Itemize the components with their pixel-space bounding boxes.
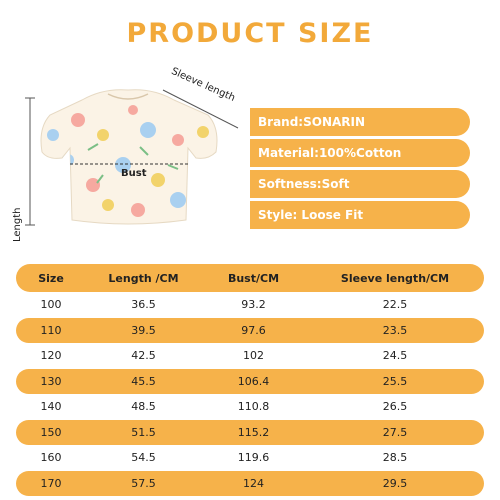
garment-diagram: Length Sleeve length Bust xyxy=(8,60,248,243)
cell-sleeve-length: 23.5 xyxy=(382,323,408,337)
cell-length: 51.5 xyxy=(131,425,156,439)
cell-bust: 110.8 xyxy=(237,400,270,414)
cell-sleeve-length: 28.5 xyxy=(382,451,408,465)
cell-sleeve-length: 26.5 xyxy=(382,400,408,414)
table-row: 140 48.5 110.8 26.5 xyxy=(16,394,484,420)
cell-size: 110 xyxy=(40,323,62,337)
page-title: PRODUCT SIZE xyxy=(126,18,374,49)
cell-bust: 102 xyxy=(243,349,264,363)
table-row: 100 36.5 93.2 22.5 xyxy=(16,292,484,318)
product-info-panel: Brand:SONARIN Material:100%Cotton Softne… xyxy=(250,108,470,232)
cell-sleeve-length: 27.5 xyxy=(382,425,408,439)
cell-bust: 97.6 xyxy=(241,323,266,337)
bust-label: Bust xyxy=(121,168,147,179)
garment-illustration-icon xyxy=(25,89,239,226)
header-length: Length /CM xyxy=(108,271,179,285)
cell-bust: 115.2 xyxy=(237,425,270,439)
cell-length: 48.5 xyxy=(131,400,156,414)
cell-length: 45.5 xyxy=(131,374,156,388)
cell-bust: 106.4 xyxy=(237,374,270,388)
cell-sleeve-length: 22.5 xyxy=(382,298,408,312)
cell-size: 170 xyxy=(40,476,62,490)
cell-size: 130 xyxy=(40,374,62,388)
cell-sleeve-length: 24.5 xyxy=(382,349,408,363)
info-material: Material:100%Cotton xyxy=(250,139,470,167)
cell-sleeve-length: 29.5 xyxy=(382,476,408,490)
length-label: Length xyxy=(12,207,23,243)
cell-length: 39.5 xyxy=(131,323,156,337)
table-header-row: Size Length /CM Bust/CM Sleeve length/CM xyxy=(16,264,484,292)
cell-length: 57.5 xyxy=(131,476,156,490)
cell-bust: 124 xyxy=(243,476,264,490)
table-row: 170 57.5 124 29.5 xyxy=(16,470,484,496)
cell-sleeve-length: 25.5 xyxy=(382,374,408,388)
header-size: Size xyxy=(38,271,64,285)
cell-length: 42.5 xyxy=(131,349,156,363)
cell-size: 140 xyxy=(40,400,62,414)
table-row: 130 45.5 106.4 25.5 xyxy=(16,368,484,394)
cell-size: 100 xyxy=(40,298,62,312)
table-row: 160 54.5 119.6 28.5 xyxy=(16,445,484,471)
cell-length: 54.5 xyxy=(131,451,156,465)
cell-length: 36.5 xyxy=(131,298,156,312)
info-brand: Brand:SONARIN xyxy=(250,108,470,136)
header-sleeve-length: Sleeve length/CM xyxy=(340,271,450,285)
cell-size: 150 xyxy=(40,425,62,439)
cell-size: 120 xyxy=(40,349,62,363)
cell-bust: 93.2 xyxy=(241,298,266,312)
table-row: 150 51.5 115.2 27.5 xyxy=(16,419,484,445)
cell-bust: 119.6 xyxy=(237,451,270,465)
size-table: Size Length /CM Bust/CM Sleeve length/CM… xyxy=(16,264,484,496)
info-style: Style: Loose Fit xyxy=(250,201,470,229)
table-row: 110 39.5 97.6 23.5 xyxy=(16,317,484,343)
table-row: 120 42.5 102 24.5 xyxy=(16,343,484,369)
header-bust: Bust/CM xyxy=(227,271,280,285)
info-softness: Softness:Soft xyxy=(250,170,470,198)
cell-size: 160 xyxy=(40,451,62,465)
